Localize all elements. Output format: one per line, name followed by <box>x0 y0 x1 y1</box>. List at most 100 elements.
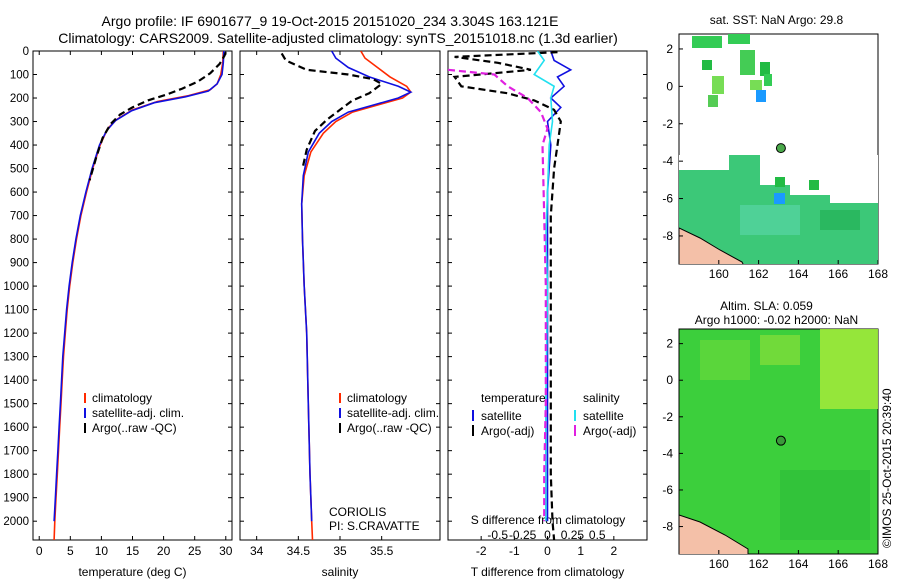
sla-high-2 <box>760 335 800 365</box>
sst-north-4 <box>740 50 755 75</box>
sst_map-ytick-label: 2 <box>666 42 673 56</box>
salinity-plot-area <box>280 51 413 540</box>
sst-land <box>679 227 744 264</box>
sla_map-ytick-label: -2 <box>662 410 673 424</box>
sst_map-ytick-label: -6 <box>662 192 673 206</box>
temperature-xtick-label: 30 <box>219 544 233 558</box>
salinity-series-satellite-adj-clim- <box>300 51 413 522</box>
difference-top-xtick-label: 0.25 <box>561 528 585 542</box>
depth-tick-label: 600 <box>10 187 29 199</box>
salinity-annotation-2: PI: S.CRAVATTE <box>329 519 420 533</box>
sla-argo-marker <box>775 435 786 446</box>
sst-north-2 <box>728 34 750 44</box>
sst_map-ytick-label: -2 <box>662 117 673 131</box>
depth-tick-label: 1800 <box>3 469 29 481</box>
sst_map-title: sat. SST: NaN Argo: 29.8 <box>710 13 844 27</box>
figure-title-line-2: Climatology: CARS2009. Satellite-adjuste… <box>58 30 618 46</box>
sla-high-3 <box>700 340 750 380</box>
salinity-xtick-label: 35 <box>333 544 347 558</box>
sla-high-1 <box>820 329 878 409</box>
sla_map-subtitle: Argo h1000: -0.02 h2000: NaN <box>695 313 858 327</box>
temperature-frame <box>32 50 233 541</box>
difference-series-t-argo-adj- <box>452 51 562 540</box>
salinity-xlabel: salinity <box>322 565 359 579</box>
difference-xtick-label: -2 <box>476 544 487 558</box>
salinity-xtick-label: 35.5 <box>370 544 394 558</box>
sst_map-ytick-label: 0 <box>666 79 673 93</box>
sst-north-9 <box>764 74 772 86</box>
depth-tick-label: 1400 <box>3 375 29 387</box>
sst-north-6 <box>712 76 724 94</box>
sst-north-7 <box>708 95 718 107</box>
difference-series-s-argo-adj- <box>448 68 549 522</box>
depth-tick-label: 900 <box>10 258 29 270</box>
depth-tick-label: 0 <box>23 46 29 58</box>
salinity-legend-label: satellite-adj. clim. <box>347 406 439 420</box>
temperature-series-climatology <box>53 51 225 540</box>
difference-xtick-label: 0 <box>544 544 551 558</box>
sst_map-ytick-label: -4 <box>662 154 673 168</box>
diff-legend-label: satellite <box>481 409 522 423</box>
salinity-legend-label: Argo(..raw -QC) <box>347 421 432 435</box>
difference-series-s-satellite <box>533 51 556 522</box>
sst-argo-marker <box>775 143 786 154</box>
temperature-legend-label: Argo(..raw -QC) <box>92 421 177 435</box>
depth-tick-label: 700 <box>10 211 29 223</box>
sst_map-xtick-label: 166 <box>828 267 848 281</box>
sla_map-ytick-label: -4 <box>662 446 673 460</box>
sla_map-xtick-label: 162 <box>749 557 769 571</box>
sla_map-ytick-label: -6 <box>662 483 673 497</box>
difference-xtick-label: 1 <box>577 544 584 558</box>
sla_map-xtick-label: 168 <box>868 557 888 571</box>
temperature-xtick-label: 5 <box>67 544 74 558</box>
salinity-annotation-1: CORIOLIS <box>329 505 386 519</box>
sst_map-xtick-label: 164 <box>788 267 808 281</box>
depth-tick-label: 100 <box>10 70 29 82</box>
sst-warm-patch <box>740 205 800 235</box>
temperature-xtick-label: 0 <box>36 544 43 558</box>
credit-label: ©IMOS 25-Oct-2015 20:39:40 <box>880 388 894 548</box>
temperature-xtick-label: 20 <box>157 544 171 558</box>
salinity-frame <box>239 50 441 541</box>
depth-tick-label: 1900 <box>3 493 29 505</box>
temperature-xtick-label: 10 <box>95 544 109 558</box>
sst_map-xtick-label: 162 <box>749 267 769 281</box>
sst-north-5 <box>760 62 770 76</box>
sla_map-ytick-label: 0 <box>666 373 673 387</box>
depth-tick-label: 1200 <box>3 328 29 340</box>
temperature-series-argo-raw-qc- <box>88 51 227 181</box>
diff-legend-heading-temperature: temperature <box>481 391 546 405</box>
depth-tick-label: 400 <box>10 140 29 152</box>
temperature-plot-area <box>53 51 227 540</box>
difference-top-xtick-label: -0.5 <box>487 528 508 542</box>
salinity-legend-label: climatology <box>347 391 407 405</box>
sla_map-ytick-label: 2 <box>666 337 673 351</box>
diff-legend-label: Argo(-adj) <box>481 424 534 438</box>
sla_map-xtick-label: 166 <box>828 557 848 571</box>
salinity-xtick-label: 34 <box>250 544 264 558</box>
sst-north-8 <box>750 80 762 90</box>
sla-low-1 <box>780 470 870 540</box>
difference-plot-area <box>448 51 573 540</box>
salinity-series-argo-raw-qc- <box>280 52 384 169</box>
depth-tick-label: 300 <box>10 117 29 129</box>
sla_map-title: Altim. SLA: 0.059 <box>720 299 813 313</box>
diff-legend-heading-salinity: salinity <box>583 391 620 405</box>
sst-north-3 <box>702 60 712 70</box>
sst_map-xtick-label: 168 <box>868 267 888 281</box>
sst-cell-blue-1 <box>774 193 785 204</box>
depth-tick-label: 1600 <box>3 422 29 434</box>
salinity-series-climatology <box>300 51 412 540</box>
difference-xlabel: T difference from climatology <box>471 565 625 579</box>
difference-top-xtick-label: 0 <box>544 528 551 542</box>
sst-cell-blue-2 <box>756 90 766 102</box>
sla-map <box>678 328 879 555</box>
sst-cell-1 <box>775 177 785 187</box>
sst-patch-5 <box>820 210 860 230</box>
difference-xtick-label: 2 <box>610 544 617 558</box>
diff-legend-label: Argo(-adj) <box>583 424 636 438</box>
temperature-series-satellite-adj-clim- <box>53 51 225 522</box>
depth-tick-label: 200 <box>10 93 29 105</box>
sst-gap-3 <box>830 185 878 203</box>
sla_map-xtick-label: 160 <box>709 557 729 571</box>
